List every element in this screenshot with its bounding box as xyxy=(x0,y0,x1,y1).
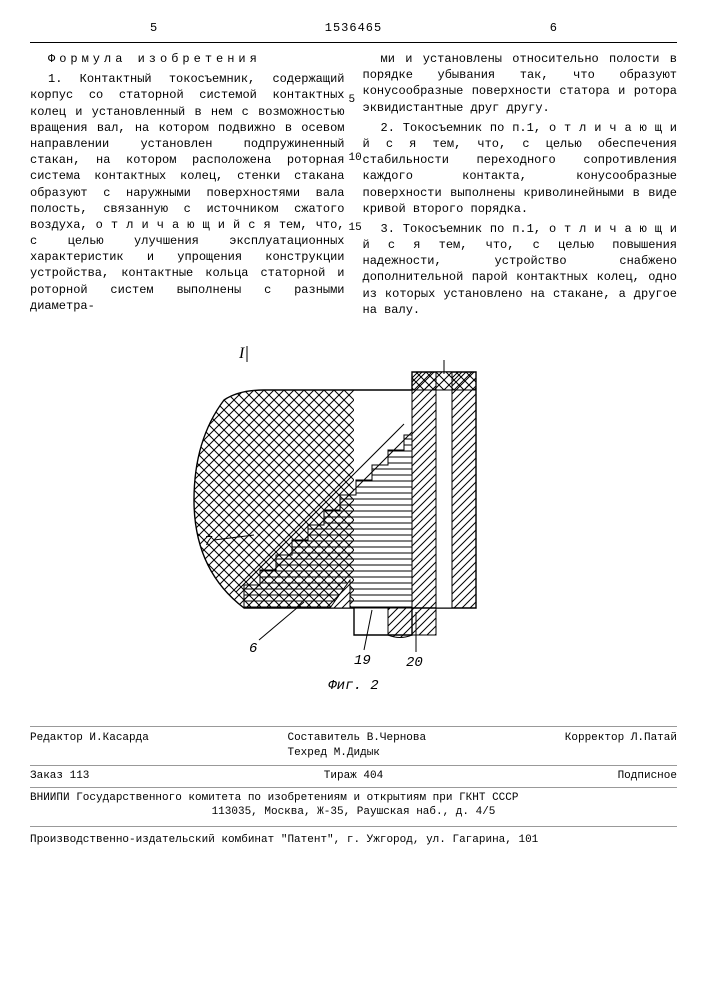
section-label: I xyxy=(238,345,245,362)
claim-2: 2. Токосъемник по п.1, о т л и ч а ю щ и… xyxy=(363,120,678,217)
committee-line2: 113035, Москва, Ж-35, Раушская наб., д. … xyxy=(30,805,677,820)
claim-1-part2: ми и установлены относительно полости в … xyxy=(363,51,678,116)
tech-editor: Техред М.Дидык xyxy=(287,747,379,759)
line-number: 15 xyxy=(349,221,362,236)
label-20: 20 xyxy=(406,655,423,670)
right-column: 5 10 15 ми и установлены относительно по… xyxy=(363,51,678,322)
line-number: 5 xyxy=(349,93,356,108)
subscription: Подписное xyxy=(618,769,677,784)
claim-1-part1: 1. Контактный токосъемник, содержащий ко… xyxy=(30,71,345,314)
print-run: Тираж 404 xyxy=(324,769,383,784)
figure-2: I 7 6 xyxy=(30,340,677,696)
order-number: Заказ 113 xyxy=(30,769,89,784)
page-num-left: 5 xyxy=(150,20,157,36)
credits-row: Редактор И.Касарда Составитель В.Чернова… xyxy=(30,726,677,766)
figure-svg: I 7 6 xyxy=(154,340,554,670)
formula-title: Формула изобретения xyxy=(30,51,345,67)
text-columns: Формула изобретения 1. Контактный токосъ… xyxy=(30,51,677,322)
document-number: 1536465 xyxy=(30,20,677,36)
left-column: Формула изобретения 1. Контактный токосъ… xyxy=(30,51,345,322)
page-num-right: 6 xyxy=(550,20,557,36)
committee-line1: ВНИИПИ Государственного комитета по изоб… xyxy=(30,791,677,806)
divider xyxy=(30,826,677,827)
claim-3: 3. Токосъемник по п.1, о т л и ч а ю щ и… xyxy=(363,221,678,318)
label-6: 6 xyxy=(249,641,257,657)
page-header: 5 1536465 6 xyxy=(30,20,677,43)
editor: Редактор И.Касарда xyxy=(30,731,149,761)
line-number: 10 xyxy=(349,151,362,166)
committee-block: ВНИИПИ Государственного комитета по изоб… xyxy=(30,788,677,824)
figure-caption: Фиг. 2 xyxy=(30,677,677,696)
label-7: 7 xyxy=(204,534,213,550)
label-19: 19 xyxy=(354,653,371,669)
order-row: Заказ 113 Тираж 404 Подписное xyxy=(30,766,677,788)
footer-line: Производственно-издательский комбинат "П… xyxy=(30,830,677,848)
compiler: Составитель В.Чернова xyxy=(287,732,426,744)
corrector: Корректор Л.Патай xyxy=(565,731,677,761)
